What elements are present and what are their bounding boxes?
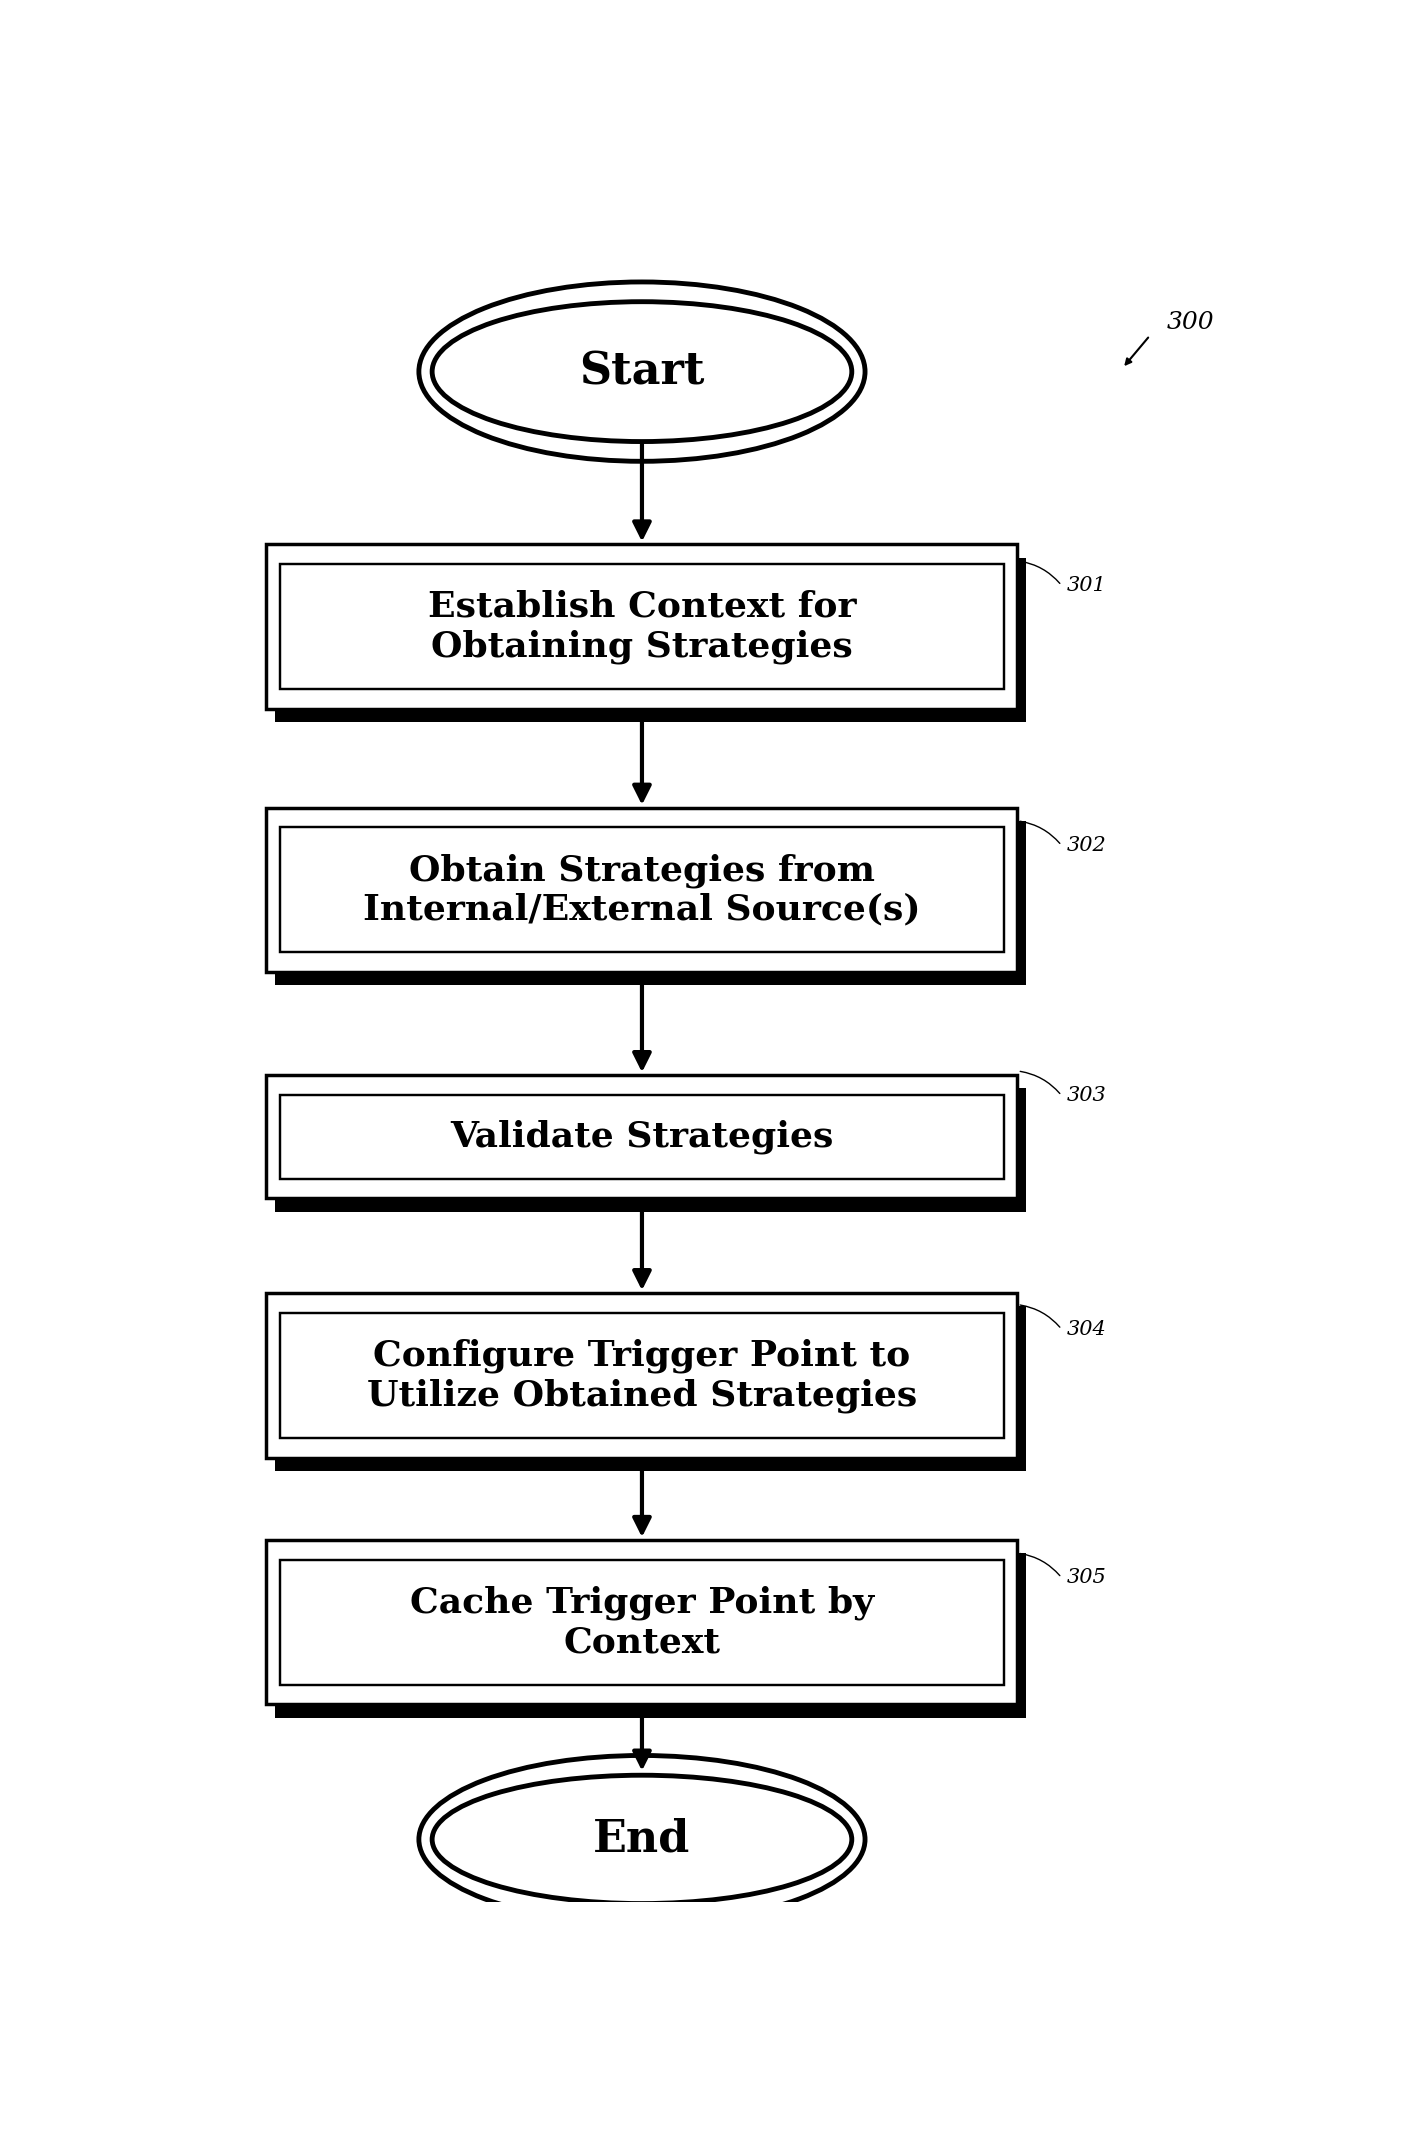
Bar [279,1560,1005,1684]
Text: 305: 305 [1067,1569,1107,1588]
Bar [275,1554,1026,1718]
Text: Start: Start [579,350,705,393]
Bar [266,1541,1017,1705]
Bar [275,558,1026,722]
Ellipse shape [432,1776,852,1904]
Text: 304: 304 [1067,1321,1107,1338]
Bar [266,545,1017,709]
Bar [266,1293,1017,1457]
Ellipse shape [419,1754,865,1923]
Text: Obtain Strategies from
Internal/External Source(s): Obtain Strategies from Internal/External… [363,853,921,927]
Bar [279,564,1005,690]
Text: Configure Trigger Point to
Utilize Obtained Strategies: Configure Trigger Point to Utilize Obtai… [366,1338,918,1413]
Text: 302: 302 [1067,836,1107,855]
Text: 303: 303 [1067,1086,1107,1105]
Ellipse shape [419,282,865,462]
Text: Cache Trigger Point by
Context: Cache Trigger Point by Context [410,1586,874,1658]
Bar [275,1088,1026,1212]
Text: Validate Strategies: Validate Strategies [450,1120,834,1154]
Bar [275,821,1026,985]
Text: End: End [593,1819,691,1861]
Bar [275,1306,1026,1470]
Bar [279,1094,1005,1180]
Bar [279,1312,1005,1438]
Text: 301: 301 [1067,577,1107,594]
Ellipse shape [432,301,852,442]
Bar [266,808,1017,972]
Bar [266,1075,1017,1199]
Text: 300: 300 [1167,310,1214,333]
Text: Establish Context for
Obtaining Strategies: Establish Context for Obtaining Strategi… [428,590,856,665]
Bar [279,827,1005,953]
